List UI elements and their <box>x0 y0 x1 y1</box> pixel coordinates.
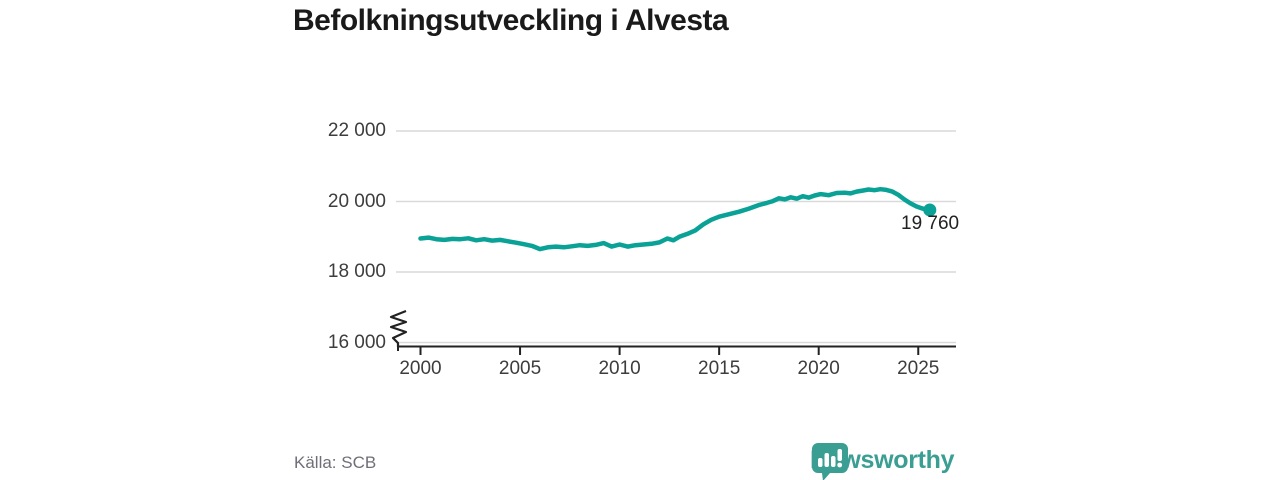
newsworthy-logo[interactable]: Newsworthy <box>810 441 955 480</box>
chart-title: Befolkningsutveckling i Alvesta <box>293 4 729 37</box>
x-axis-tick-label-2020: 2020 <box>797 358 840 379</box>
y-axis-tick-label-20000: 20 000 <box>327 190 386 212</box>
x-axis-line <box>397 345 956 351</box>
y-axis-tick-label-16000: 16 000 <box>327 331 386 353</box>
y-axis-break-icon <box>389 309 408 347</box>
x-axis-tick-label-2005: 2005 <box>498 358 542 379</box>
newsworthy-speech-bubble-chart-icon <box>812 443 848 480</box>
population-series-line <box>418 186 933 252</box>
y-axis-tick-label-22000: 22 000 <box>327 120 386 141</box>
x-axis-tick-label-2010: 2010 <box>598 358 641 379</box>
source-label: Källa: SCB <box>294 453 377 472</box>
last-point-marker <box>923 203 937 217</box>
x-axis-tick-label-2000: 2000 <box>399 358 442 379</box>
last-value-label: 19 760 <box>901 213 960 234</box>
x-axis-tick-label-2025: 2025 <box>897 358 940 379</box>
x-axis-tick-label-2015: 2015 <box>698 358 741 379</box>
y-axis-tick-label-18000: 18 000 <box>327 261 386 282</box>
